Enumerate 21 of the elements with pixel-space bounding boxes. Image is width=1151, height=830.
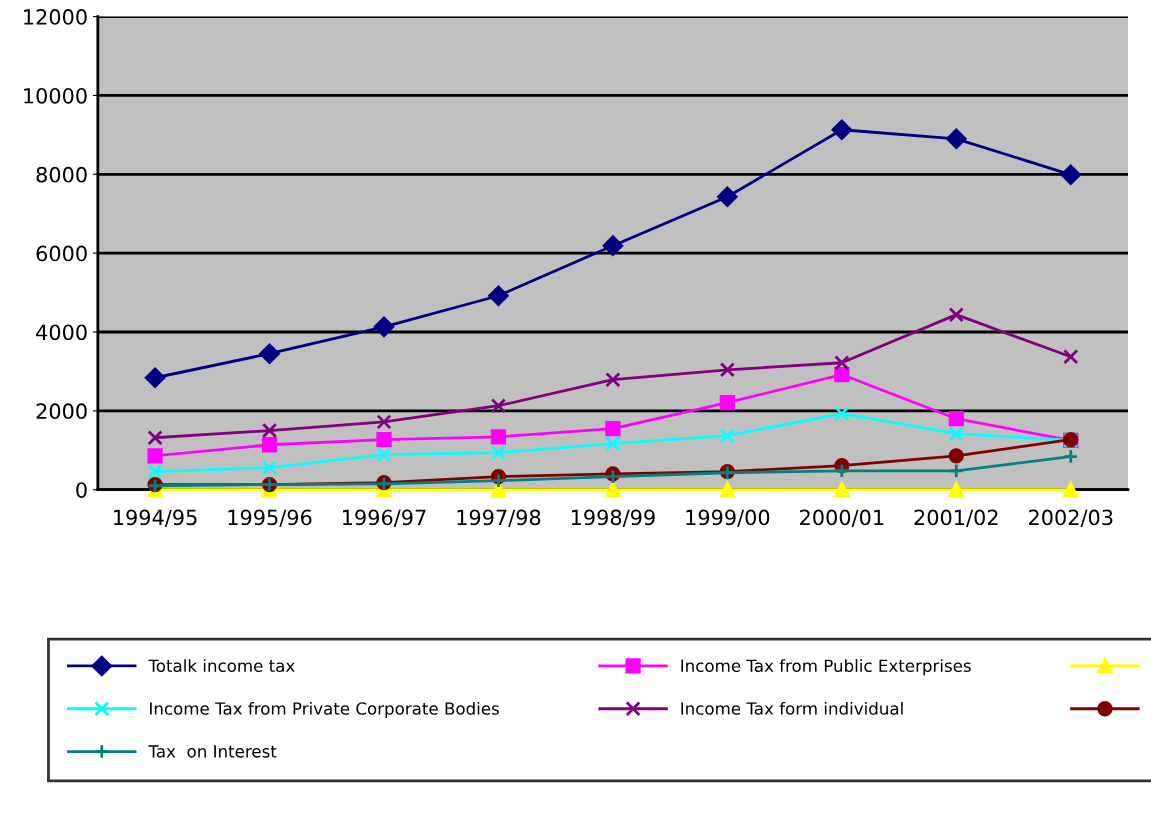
- y-tick-label: 4000: [36, 324, 87, 341]
- legend-label: Income Tax from Public Exterprises: [681, 659, 971, 676]
- legend-label: Income Tax form individual: [681, 701, 903, 715]
- x-tick-label: 1997/98: [457, 509, 541, 527]
- legend-label: Totalk income tax: [148, 659, 295, 673]
- y-tick-label: 10000: [24, 87, 87, 104]
- legend-label: Tax on Interest: [148, 745, 277, 758]
- x-tick-label: 1999/00: [686, 509, 770, 527]
- y-tick-label: 6000: [36, 245, 87, 262]
- y-tick-label: 12000: [24, 9, 87, 25]
- y-tick-label: 8000: [36, 166, 87, 183]
- y-tick-label: 0: [76, 482, 87, 498]
- x-tick-label: 2002/03: [1029, 509, 1113, 527]
- x-tick-label: 2000/01: [800, 509, 884, 527]
- legend-label: Income Tax from Private Corporate Bodies: [150, 701, 499, 719]
- x-tick-label: 1998/99: [571, 509, 655, 527]
- x-tick-label: 1995/96: [228, 509, 312, 527]
- x-tick-label: 1996/97: [343, 509, 426, 527]
- x-tick-label: 2001/02: [914, 509, 998, 527]
- y-tick-label: 2000: [36, 403, 87, 420]
- x-tick-label: 1994/95: [114, 509, 197, 527]
